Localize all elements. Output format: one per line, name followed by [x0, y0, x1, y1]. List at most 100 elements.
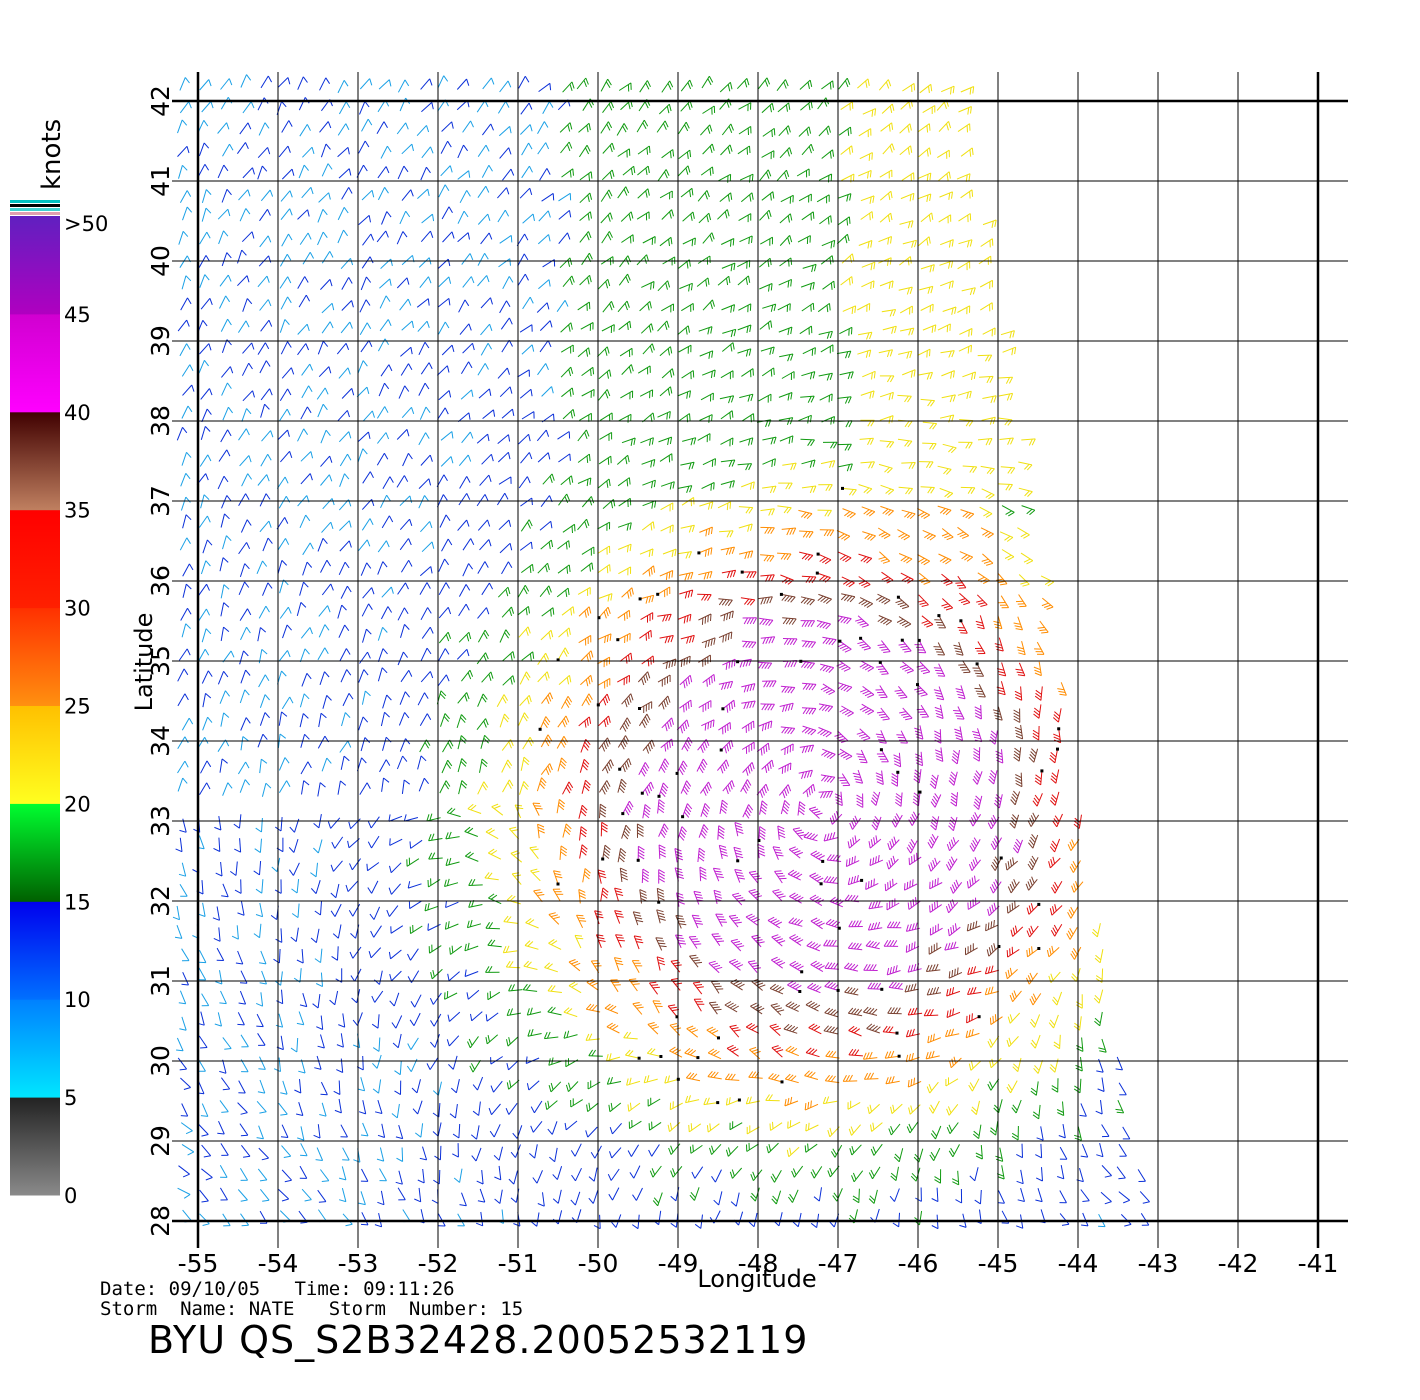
wind-barb [627, 1102, 641, 1112]
wind-barb [779, 592, 796, 603]
wind-barb [914, 683, 928, 697]
wind-barb [179, 883, 188, 897]
wind-barb [600, 121, 613, 134]
wind-barb [698, 700, 712, 713]
wind-barb [440, 713, 450, 727]
wind-barb [313, 1124, 321, 1139]
wind-barb [418, 478, 432, 489]
wind-barb [934, 1169, 942, 1184]
wind-barb [637, 671, 651, 686]
wind-barb [627, 1144, 640, 1157]
wind-barb [317, 1034, 325, 1049]
wind-barb [388, 949, 402, 960]
wind-barb [757, 661, 773, 670]
wind-barb [557, 757, 567, 772]
wind-barb [380, 364, 393, 377]
wind-barb [621, 693, 634, 708]
wind-barb [875, 593, 891, 605]
lat-tick-label: 31 [146, 965, 175, 997]
wind-barb [570, 1191, 581, 1206]
wind-barb [905, 941, 920, 953]
product-title: BYU QS_S2B32428.20052532119 [148, 1318, 809, 1362]
wind-barb [929, 923, 943, 936]
wind-barb [658, 823, 669, 839]
wind-barb [259, 694, 270, 708]
wind-barb [884, 878, 898, 892]
wind-barb [598, 715, 611, 728]
wind-barb [220, 584, 230, 599]
wind-barb [825, 1050, 840, 1059]
wind-barb [641, 868, 650, 884]
wind-barb [513, 1212, 521, 1227]
wind-barb [316, 1015, 324, 1030]
wind-barb [438, 558, 450, 572]
wind-barb [260, 75, 273, 89]
wind-barb [302, 561, 313, 576]
wind-barb [298, 97, 310, 111]
wind-barb [417, 320, 430, 332]
wind-barb [916, 661, 931, 675]
wind-barb [677, 165, 691, 177]
wind-barb [436, 474, 448, 488]
wind-barb [1034, 641, 1045, 655]
wind-barb [870, 791, 881, 806]
wind-barb [319, 121, 332, 133]
wind-barb [1025, 876, 1038, 891]
wind-barb [358, 140, 370, 154]
wind-barb [424, 902, 439, 912]
wind-barb [789, 934, 804, 946]
wind-barb [319, 1169, 330, 1182]
wind-barb [730, 938, 745, 952]
wind-barb [908, 1104, 921, 1115]
wind-barb [527, 1028, 542, 1037]
wind-barb [539, 585, 552, 598]
wind-barb [271, 857, 281, 872]
wind-barb [649, 1165, 662, 1178]
wind-barb [400, 670, 413, 683]
wind-barb [718, 680, 734, 690]
wind-barb [820, 255, 834, 265]
wind-barb [508, 826, 520, 840]
wind-barb [918, 371, 933, 380]
wind-barb [539, 320, 553, 331]
wind-barb [317, 735, 330, 749]
wind-barb [761, 150, 775, 160]
wind-barb [301, 186, 314, 199]
legend-tick-label: 15 [64, 890, 91, 914]
wind-barb [1000, 330, 1015, 339]
wind-barb [561, 606, 575, 616]
wind-barb [1015, 662, 1026, 677]
lat-tick-label: 42 [146, 85, 175, 117]
wind-barb [779, 435, 794, 444]
wind-barb [472, 1101, 481, 1116]
wind-barb [479, 539, 492, 551]
wind-barb [989, 879, 1002, 894]
wind-barb [969, 1167, 979, 1182]
wind-barb [990, 856, 1003, 871]
legend-tick-label: 35 [64, 499, 91, 523]
wind-barb [982, 327, 996, 337]
wind-barb [239, 1123, 249, 1137]
wind-barb [407, 881, 422, 889]
wind-barb [257, 1033, 266, 1046]
wind-barb [801, 707, 817, 715]
wind-barb [1028, 833, 1039, 849]
wind-barb [198, 515, 211, 528]
wind-barb [912, 790, 922, 807]
wind-barb [999, 437, 1014, 445]
wind-barb [1098, 1038, 1107, 1053]
wind-barb [849, 815, 862, 830]
wind-barb [893, 752, 902, 768]
wind-barb [541, 607, 555, 617]
wind-barb [643, 1075, 658, 1084]
wind-barb [296, 949, 304, 964]
wind-barb [502, 168, 515, 181]
wind-barb [452, 1143, 459, 1158]
wind-barb [898, 286, 913, 295]
wind-barb [609, 1147, 622, 1159]
wind-barb [917, 123, 931, 133]
wind-barb [560, 141, 573, 154]
wind-barb [177, 145, 190, 157]
wind-barb [975, 615, 985, 630]
wind-barb [1020, 552, 1034, 565]
